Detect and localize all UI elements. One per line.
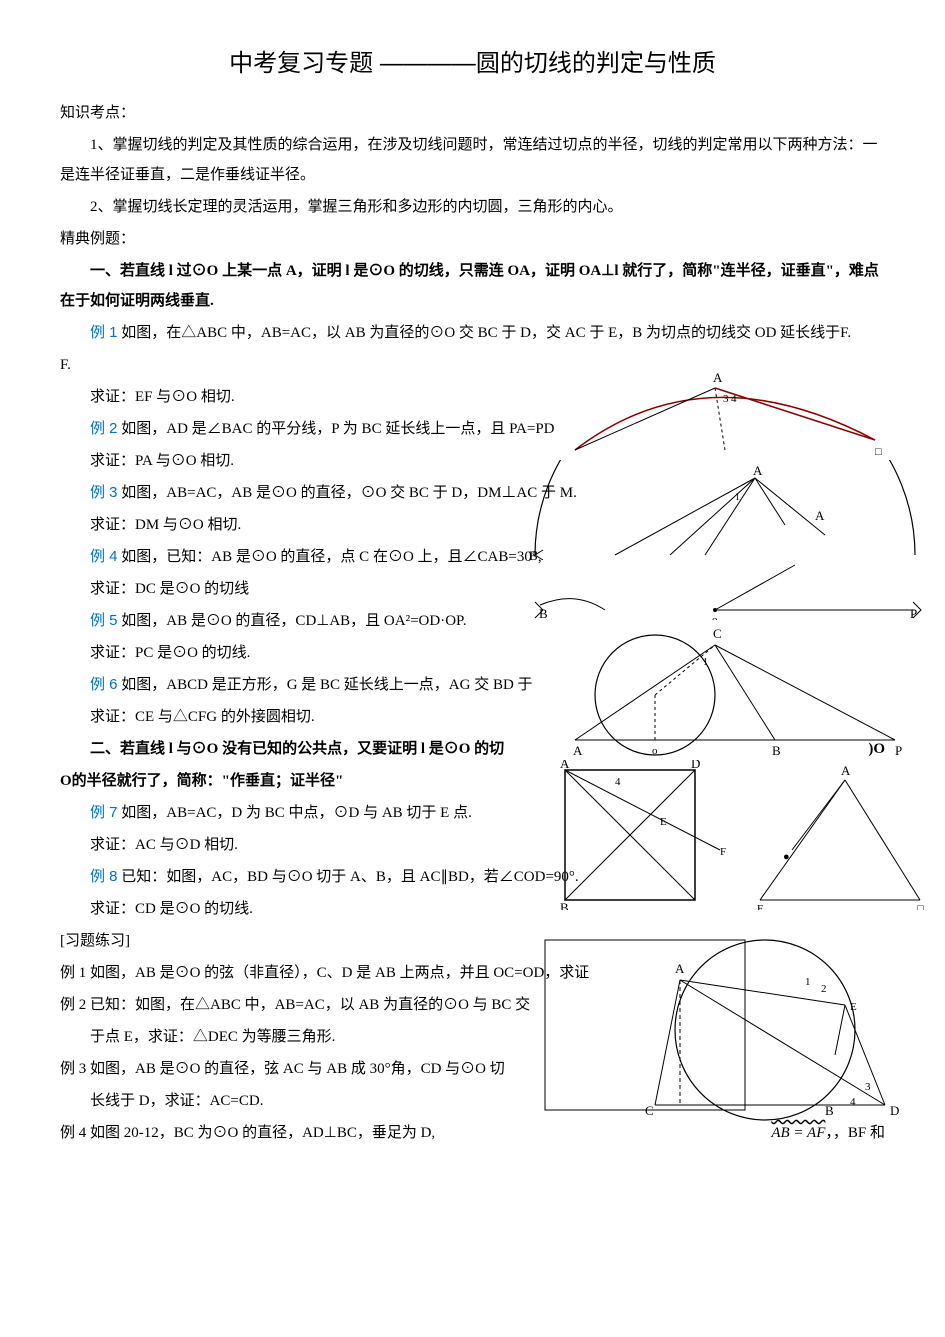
practice-2: 例 2 已知：如图，在△ABC 中，AB=AC，以 AB 为直径的⊙O 与 BC… — [60, 990, 885, 1020]
knowledge-point-1: 1、掌握切线的判定及其性质的综合运用，在涉及切线问题时，常连结过切点的半径，切线… — [60, 130, 885, 190]
examples-heading: 精典例题： — [60, 224, 885, 254]
example-4-text: 如图，已知：AB 是⊙O 的直径，点 C 在⊙O 上，且∠CAB=30°, — [118, 549, 542, 565]
practice-3-cont: 长线于 D，求证：AC=CD. — [60, 1086, 885, 1116]
example-3: 例 3 如图，AB=AC，AB 是⊙O 的直径，⊙O 交 BC 于 D，DM⊥A… — [60, 478, 885, 508]
practice-3: 例 3 如图，AB 是⊙O 的直径，弦 AC 与 AB 成 30°角，CD 与⊙… — [60, 1054, 885, 1084]
method-2-heading-2: O的半径就行了，简称："作垂直；证半径" — [60, 766, 885, 796]
example-6: 例 6 如图，ABCD 是正方形，G 是 BC 延长线上一点，AG 交 BD 于 — [60, 670, 885, 700]
example-3-label: 例 3 — [90, 484, 118, 501]
example-1-prove: 求证：EF 与⊙O 相切. — [60, 382, 885, 412]
practice-2-cont: 于点 E，求证：△DEC 为等腰三角形. — [60, 1022, 885, 1052]
svg-text:D: D — [890, 1103, 899, 1118]
example-1-f: F. — [60, 350, 885, 380]
example-4: 例 4 如图，已知：AB 是⊙O 的直径，点 C 在⊙O 上，且∠CAB=30°… — [60, 542, 885, 572]
example-4-label: 例 4 — [90, 548, 118, 565]
practice-4: 例 4 如图 20-12，BC 为⊙O 的直径，AD⊥BC，垂足为 D, AB … — [60, 1118, 885, 1148]
page-title: 中考复习专题 ————圆的切线的判定与性质 — [60, 40, 885, 88]
example-4-prove: 求证：DC 是⊙O 的切线 — [60, 574, 885, 604]
knowledge-heading: 知识考点： — [60, 98, 885, 128]
method-2-heading-1: 二、若直线 l 与⊙O 没有已知的公共点，又要证明 l 是⊙O 的切)O — [60, 734, 885, 764]
example-8-prove: 求证：CD 是⊙O 的切线. — [60, 894, 885, 924]
example-1-text: 如图，在△ABC 中，AB=AC，以 AB 为直径的⊙O 交 BC 于 D，交 … — [118, 325, 852, 341]
example-5-prove: 求证：PC 是⊙O 的切线. — [60, 638, 885, 668]
practice-heading: [习题练习] — [60, 926, 885, 956]
example-8: 例 8 已知：如图，AC，BD 与⊙O 切于 A、B，且 AC∥BD，若∠COD… — [60, 862, 885, 892]
example-8-label: 例 8 — [90, 868, 118, 885]
example-2-label: 例 2 — [90, 420, 118, 437]
example-2: 例 2 如图，AD 是∠BAC 的平分线，P 为 BC 延长线上一点，且 PA=… — [60, 414, 885, 444]
example-5-text: 如图，AB 是⊙O 的直径，CD⊥AB，且 OA²=OD·OP. — [118, 613, 467, 629]
svg-text:□: □ — [917, 903, 924, 910]
example-7-label: 例 7 — [90, 804, 118, 821]
example-2-prove: 求证：PA 与⊙O 相切. — [60, 446, 885, 476]
knowledge-point-2: 2、掌握切线长定理的灵活运用，掌握三角形和多边形的内切圆，三角形的内心。 — [60, 192, 885, 222]
method-1-heading: 一、若直线 l 过⊙O 上某一点 A，证明 l 是⊙O 的切线，只需连 OA，证… — [60, 256, 885, 316]
example-6-text: 如图，ABCD 是正方形，G 是 BC 延长线上一点，AG 交 BD 于 — [118, 677, 533, 693]
example-5-label: 例 5 — [90, 612, 118, 629]
example-2-text: 如图，AD 是∠BAC 的平分线，P 为 BC 延长线上一点，且 PA=PD — [118, 421, 555, 437]
example-7: 例 7 如图，AB=AC，D 为 BC 中点，⊙D 与 AB 切于 E 点. — [60, 798, 885, 828]
example-8-text: 已知：如图，AC，BD 与⊙O 切于 A、B，且 AC∥BD，若∠COD=90°… — [118, 869, 579, 885]
example-6-label: 例 6 — [90, 676, 118, 693]
example-6-prove: 求证：CE 与△CFG 的外接圆相切. — [60, 702, 885, 732]
practice-1: 例 1 如图，AB 是⊙O 的弦（非直径），C、D 是 AB 上两点，并且 OC… — [60, 958, 885, 988]
example-3-text: 如图，AB=AC，AB 是⊙O 的直径，⊙O 交 BC 于 D，DM⊥AC 于 … — [118, 485, 577, 501]
example-3-prove: 求证：DM 与⊙O 相切. — [60, 510, 885, 540]
example-1: 例 1 如图，在△ABC 中，AB=AC，以 AB 为直径的⊙O 交 BC 于 … — [60, 318, 885, 348]
example-7-text: 如图，AB=AC，D 为 BC 中点，⊙D 与 AB 切于 E 点. — [118, 805, 472, 821]
example-5: 例 5 如图，AB 是⊙O 的直径，CD⊥AB，且 OA²=OD·OP. — [60, 606, 885, 636]
svg-text:P: P — [895, 743, 902, 758]
example-7-prove: 求证：AC 与⊙D 相切. — [60, 830, 885, 860]
svg-text:P: P — [910, 606, 917, 620]
example-1-label: 例 1 — [90, 324, 118, 341]
